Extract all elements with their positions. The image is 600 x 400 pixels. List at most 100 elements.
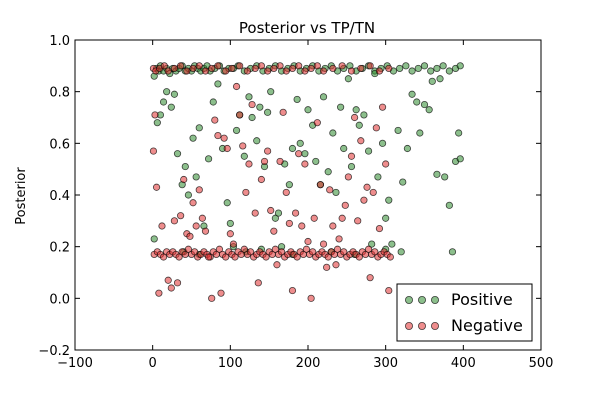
positive-point (433, 170, 441, 178)
positive-point (312, 157, 320, 166)
positive-point (167, 103, 175, 111)
positive-point (253, 137, 261, 145)
positive-point (150, 235, 158, 243)
negative-point (326, 186, 334, 194)
negative-point (189, 199, 197, 207)
negative-point (159, 253, 168, 261)
negative-point (386, 253, 394, 261)
positive-point (388, 240, 396, 248)
positive-point (240, 152, 248, 160)
y-tick-label: 0.6 (49, 137, 70, 152)
negative-point (208, 64, 216, 73)
positive-point (248, 113, 256, 122)
negative-point (240, 245, 248, 253)
positive-point (445, 67, 453, 75)
positive-point (332, 188, 340, 197)
negative-point (264, 147, 272, 155)
negative-point (257, 62, 265, 70)
positive-point (455, 129, 463, 137)
negative-point (329, 64, 337, 73)
negative-point (231, 253, 239, 261)
x-tick-label: −100 (57, 356, 93, 371)
negative-point (170, 64, 179, 73)
negative-point (355, 253, 363, 261)
negative-point (378, 103, 387, 111)
positive-point (352, 106, 360, 114)
negative-point (357, 64, 365, 73)
positive-point (433, 64, 441, 73)
negative-point (375, 67, 384, 75)
negative-point (338, 62, 346, 70)
positive-point (436, 75, 444, 83)
negative-point (302, 245, 311, 253)
legend-marker-negative (404, 321, 413, 330)
positive-point (355, 121, 363, 129)
negative-point (313, 119, 321, 127)
negative-point (382, 160, 390, 168)
positive-point (374, 173, 382, 181)
y-tick-label: 0.8 (49, 86, 70, 101)
positive-point (439, 62, 447, 70)
negative-point (254, 279, 262, 287)
negative-point (363, 183, 371, 191)
positive-point (456, 62, 464, 70)
negative-point (288, 286, 297, 295)
positive-point (403, 144, 412, 153)
legend-marker-negative (417, 321, 426, 330)
positive-point (445, 201, 453, 209)
negative-point (285, 219, 293, 228)
negative-point (164, 67, 172, 75)
chart-title: Posterior vs TP/TN (239, 19, 375, 37)
negative-point (347, 67, 356, 75)
negative-point (251, 64, 259, 73)
positive-point (368, 240, 376, 248)
positive-point (425, 106, 433, 114)
negative-point (270, 227, 278, 235)
negative-point (195, 186, 203, 194)
positive-point (285, 181, 293, 189)
x-tick-label: 300 (373, 356, 398, 371)
positive-point (329, 129, 337, 137)
legend-label-positive: Positive (451, 290, 513, 309)
y-tick-label: −0.2 (38, 344, 70, 359)
positive-point (347, 162, 356, 171)
negative-point (251, 209, 259, 217)
positive-point (192, 173, 200, 181)
negative-point (222, 67, 230, 75)
points-layer (149, 62, 464, 302)
negative-point (385, 64, 393, 73)
negative-point (333, 245, 342, 253)
positive-point (413, 98, 421, 106)
negative-point (152, 183, 161, 191)
negative-point (170, 217, 179, 225)
negative-point (307, 294, 315, 302)
y-axis-label: Posterior (14, 167, 29, 225)
positive-point (408, 90, 416, 98)
positive-point (209, 98, 217, 106)
negative-point (257, 175, 265, 184)
positive-point (378, 139, 387, 147)
legend-markers (404, 295, 439, 330)
negative-point (347, 152, 356, 160)
negative-point (276, 62, 284, 70)
y-tick-label: 0.2 (49, 241, 70, 256)
negative-point (366, 62, 374, 70)
negative-point (204, 253, 213, 261)
negative-point (354, 217, 362, 225)
positive-point (223, 199, 231, 207)
x-tick-label: 100 (218, 356, 243, 371)
negative-point (192, 222, 200, 230)
positive-point (271, 214, 279, 222)
legend-marker-positive (430, 295, 439, 304)
positive-point (394, 126, 402, 135)
positive-point (396, 64, 404, 73)
negative-point (282, 67, 290, 75)
negative-point (372, 124, 380, 132)
negative-point (375, 224, 384, 233)
negative-point (313, 62, 321, 70)
positive-point (420, 62, 429, 70)
positive-point (414, 64, 422, 73)
positive-point (214, 80, 222, 88)
negative-point (214, 131, 222, 140)
negative-point (270, 64, 278, 73)
